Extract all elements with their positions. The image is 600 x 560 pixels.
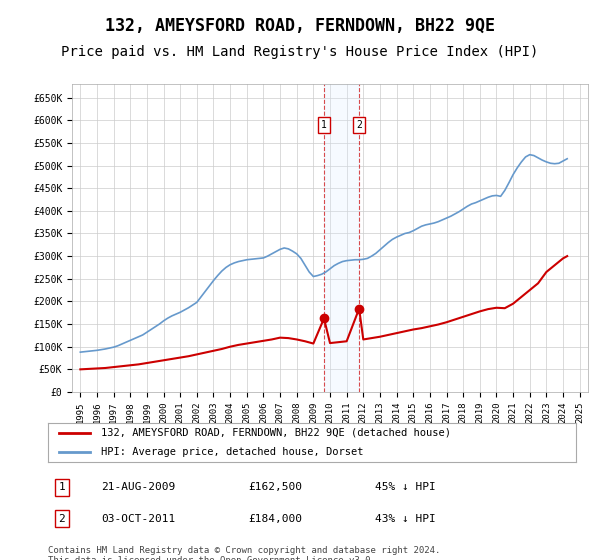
Text: 43% ↓ HPI: 43% ↓ HPI [376,514,436,524]
Text: 2: 2 [59,514,65,524]
Text: £162,500: £162,500 [248,482,302,492]
Text: £184,000: £184,000 [248,514,302,524]
Text: Contains HM Land Registry data © Crown copyright and database right 2024.
This d: Contains HM Land Registry data © Crown c… [48,546,440,560]
Text: HPI: Average price, detached house, Dorset: HPI: Average price, detached house, Dors… [101,447,364,457]
Text: 03-OCT-2011: 03-OCT-2011 [101,514,175,524]
Text: 132, AMEYSFORD ROAD, FERNDOWN, BH22 9QE: 132, AMEYSFORD ROAD, FERNDOWN, BH22 9QE [105,17,495,35]
Text: 21-AUG-2009: 21-AUG-2009 [101,482,175,492]
Text: 1: 1 [321,120,327,130]
Text: 45% ↓ HPI: 45% ↓ HPI [376,482,436,492]
Bar [324,84,359,392]
Text: 1: 1 [59,482,65,492]
Text: Price paid vs. HM Land Registry's House Price Index (HPI): Price paid vs. HM Land Registry's House … [61,45,539,59]
Text: 2: 2 [356,120,362,130]
Text: 132, AMEYSFORD ROAD, FERNDOWN, BH22 9QE (detached house): 132, AMEYSFORD ROAD, FERNDOWN, BH22 9QE … [101,428,451,437]
